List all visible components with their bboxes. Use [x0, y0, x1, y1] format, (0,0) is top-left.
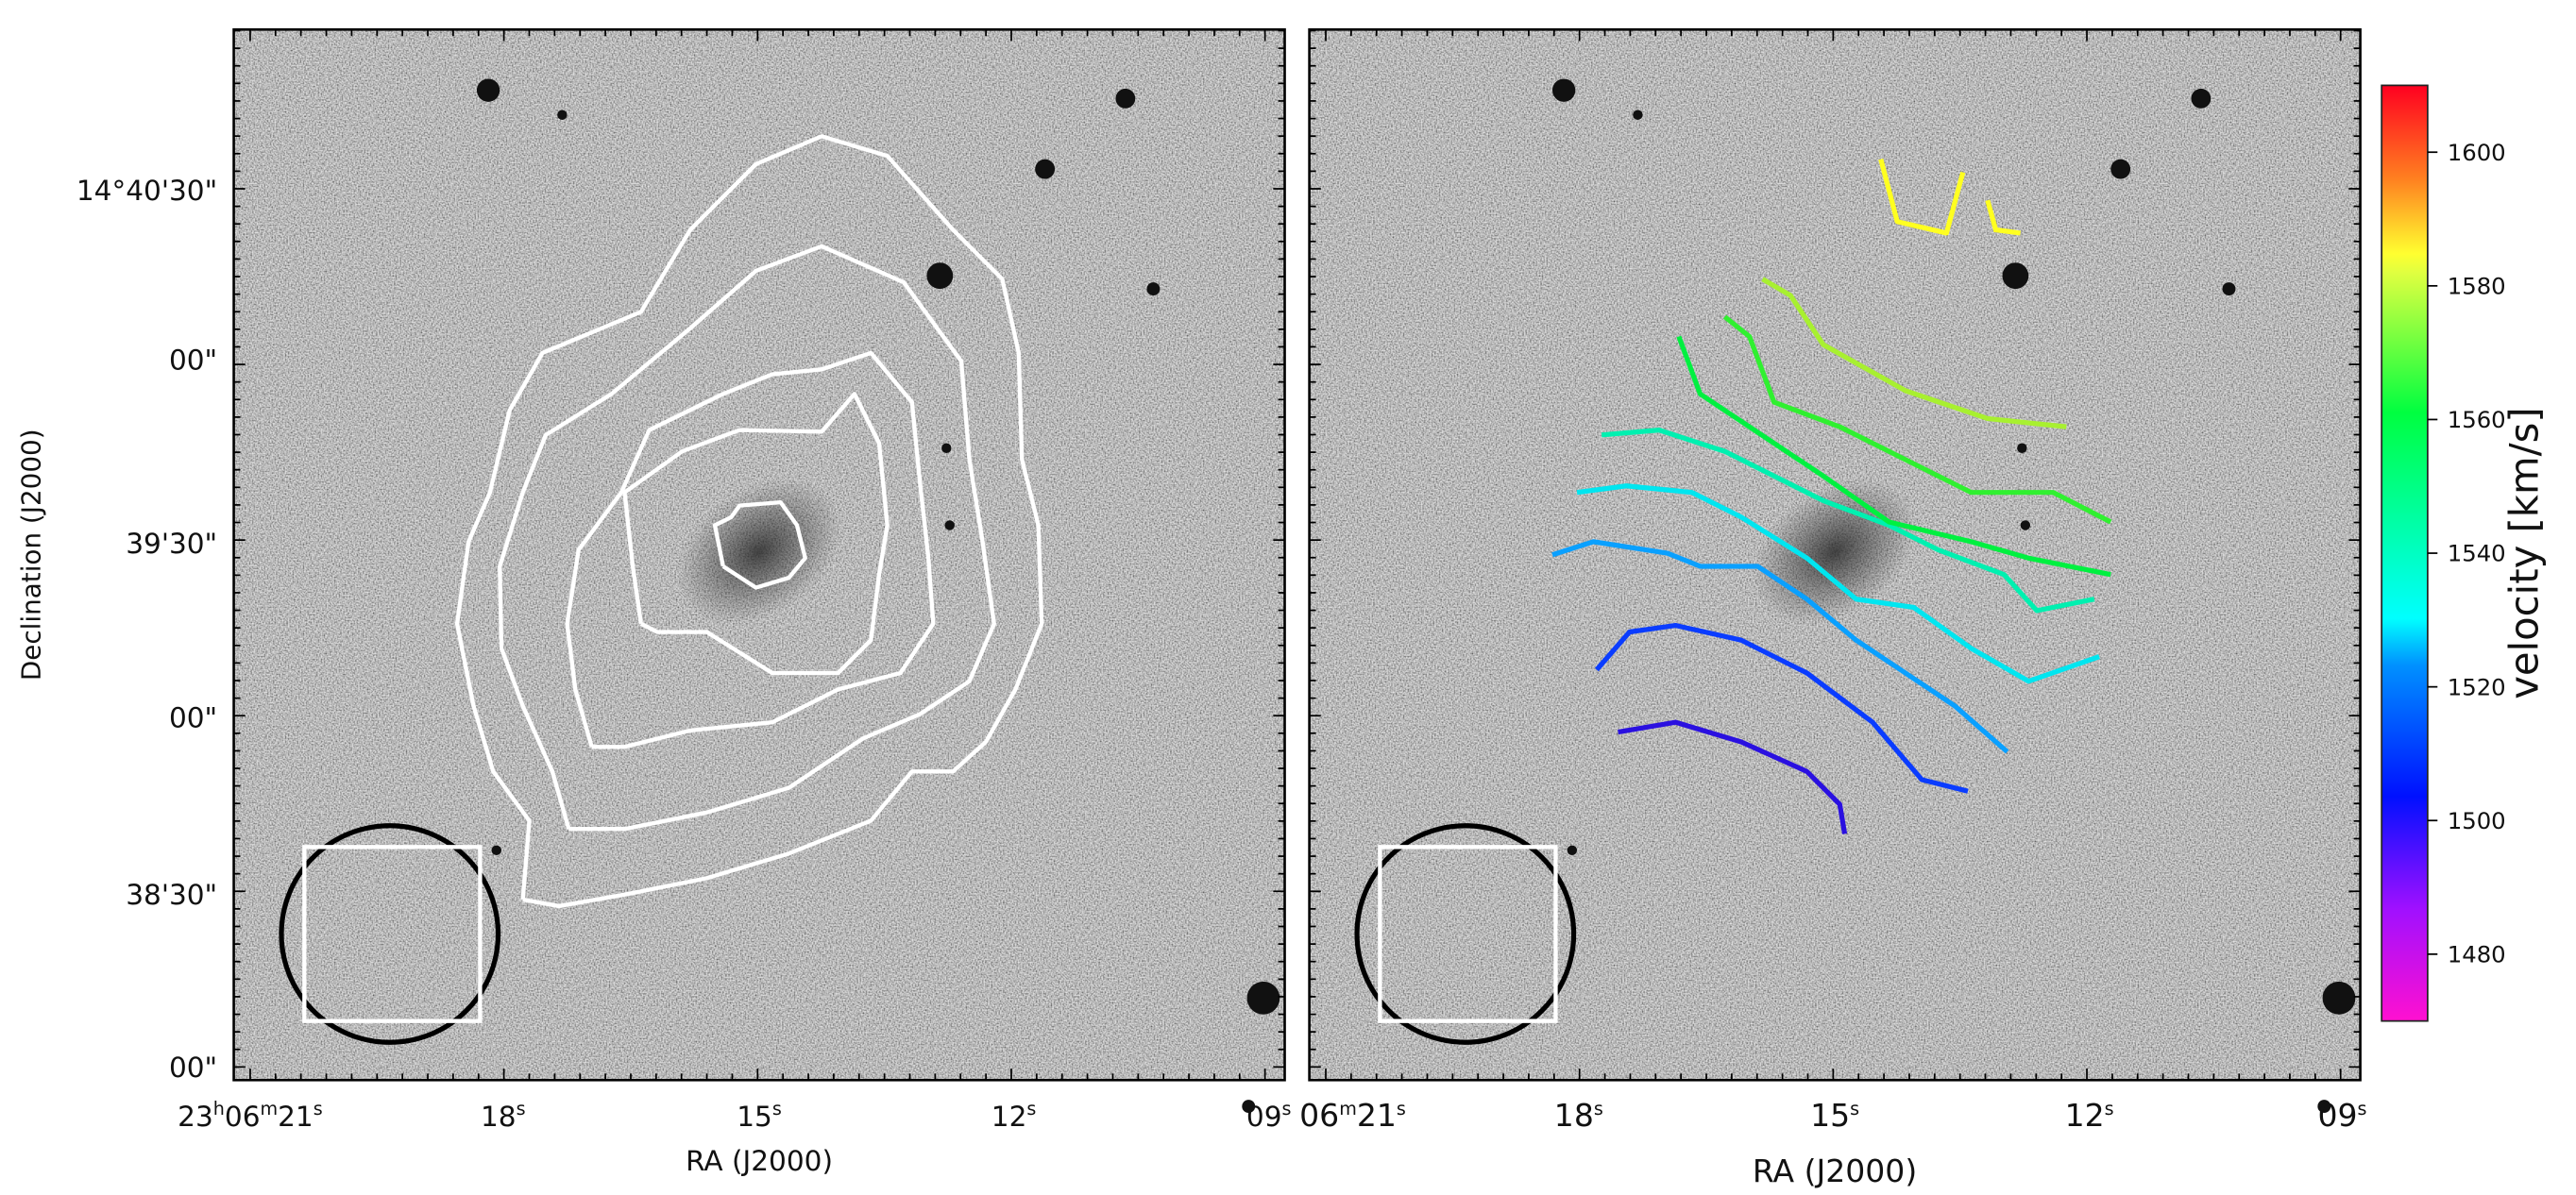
beam-circle — [279, 823, 501, 1045]
colorbar-tick-label: 1580 — [2448, 273, 2506, 300]
hi-contour — [565, 350, 936, 749]
star — [491, 845, 502, 856]
y-tick-label: 14°40'30" — [76, 175, 217, 207]
beam-circle — [1354, 823, 1577, 1045]
colorbar-tick-label: 1480 — [2448, 941, 2506, 968]
hi-contour — [622, 392, 890, 676]
star — [2322, 981, 2356, 1015]
hi-contour — [498, 244, 996, 832]
colorbar-tick-label: 1600 — [2448, 139, 2506, 166]
x-tick-label: 15s — [737, 1098, 782, 1133]
star — [1115, 88, 1136, 109]
velocity-contour — [1985, 199, 2021, 236]
star — [2222, 282, 2236, 296]
star — [476, 78, 500, 102]
x-tick-label: 09s — [2317, 1097, 2366, 1134]
x-axis-label: RA (J2000) — [686, 1145, 833, 1177]
velocity-contour — [1576, 483, 2100, 684]
inset-box — [1378, 845, 1558, 1023]
x-tick-label: 06m21s — [1299, 1097, 1406, 1134]
axes-frame — [1308, 27, 2362, 1082]
star — [1242, 1100, 1256, 1114]
star — [2110, 159, 2131, 179]
colorbar: 1480 1500 1520 1540 1560 1580 1600 velocity [km… — [2381, 84, 2547, 1022]
hi-contour — [454, 134, 1044, 909]
star — [2191, 88, 2212, 109]
y-tick-label: 00" — [169, 344, 217, 376]
galaxy — [677, 479, 842, 625]
inset-box — [302, 845, 483, 1023]
colorbar-tick-label: 1560 — [2448, 406, 2506, 433]
velocity-contour — [1761, 277, 2067, 429]
star — [1246, 981, 1280, 1015]
colorbar-tick-label: 1520 — [2448, 673, 2506, 700]
colorbar-tick-label: 1540 — [2448, 540, 2506, 567]
star — [944, 520, 955, 530]
left-panel-hi-contours: 23h06m21s 18s 15s 12s 09s RA (J2000) 14°40'30"… — [15, 27, 1292, 1177]
velocity-contour — [1676, 335, 2111, 578]
star — [1146, 282, 1161, 296]
colorbar-tick-label: 1500 — [2448, 807, 2506, 834]
colorbar-gradient — [2381, 84, 2429, 1022]
velocity-contour — [1878, 159, 1966, 236]
star — [2020, 520, 2031, 530]
y-tick-label: 38'30" — [126, 879, 217, 911]
y-tick-label: 00" — [169, 701, 217, 733]
x-tick-label: 15s — [1810, 1097, 1859, 1134]
star — [557, 109, 568, 120]
y-axis-label: Declination (J2000) — [15, 429, 46, 681]
x-tick-label: 12s — [2065, 1097, 2114, 1134]
velocity-contour — [1618, 719, 1848, 834]
star — [2002, 262, 2029, 290]
x-tick-label: 09s — [1246, 1098, 1292, 1133]
star — [941, 443, 952, 453]
y-tick-label: 00" — [169, 1052, 217, 1084]
colorbar-label: velocity [km/s] — [2500, 407, 2547, 698]
x-tick-label: 23h06m21s — [178, 1098, 323, 1133]
velocity-contour — [1594, 622, 1969, 794]
star — [2317, 1100, 2331, 1114]
x-tick-label: 12s — [991, 1098, 1037, 1133]
star — [1035, 159, 1056, 179]
star — [2017, 443, 2027, 453]
star — [1633, 109, 1643, 120]
velocity-contour — [1601, 428, 2095, 614]
star — [1551, 78, 1576, 102]
star — [1567, 845, 1578, 856]
star — [926, 262, 954, 290]
velocity-contour — [1722, 314, 2112, 525]
x-tick-label: 18s — [1554, 1097, 1603, 1134]
hi-contour — [712, 499, 807, 590]
right-panel-velocity-field: 06m21s 18s 15s 12s 09s RA (J2000) — [1299, 27, 2366, 1189]
x-tick-label: 18s — [481, 1098, 526, 1133]
velocity-contour — [1551, 539, 2009, 754]
y-tick-label: 39'30" — [126, 528, 217, 560]
axes-frame — [232, 27, 1286, 1082]
x-axis-label: RA (J2000) — [1753, 1153, 1917, 1189]
